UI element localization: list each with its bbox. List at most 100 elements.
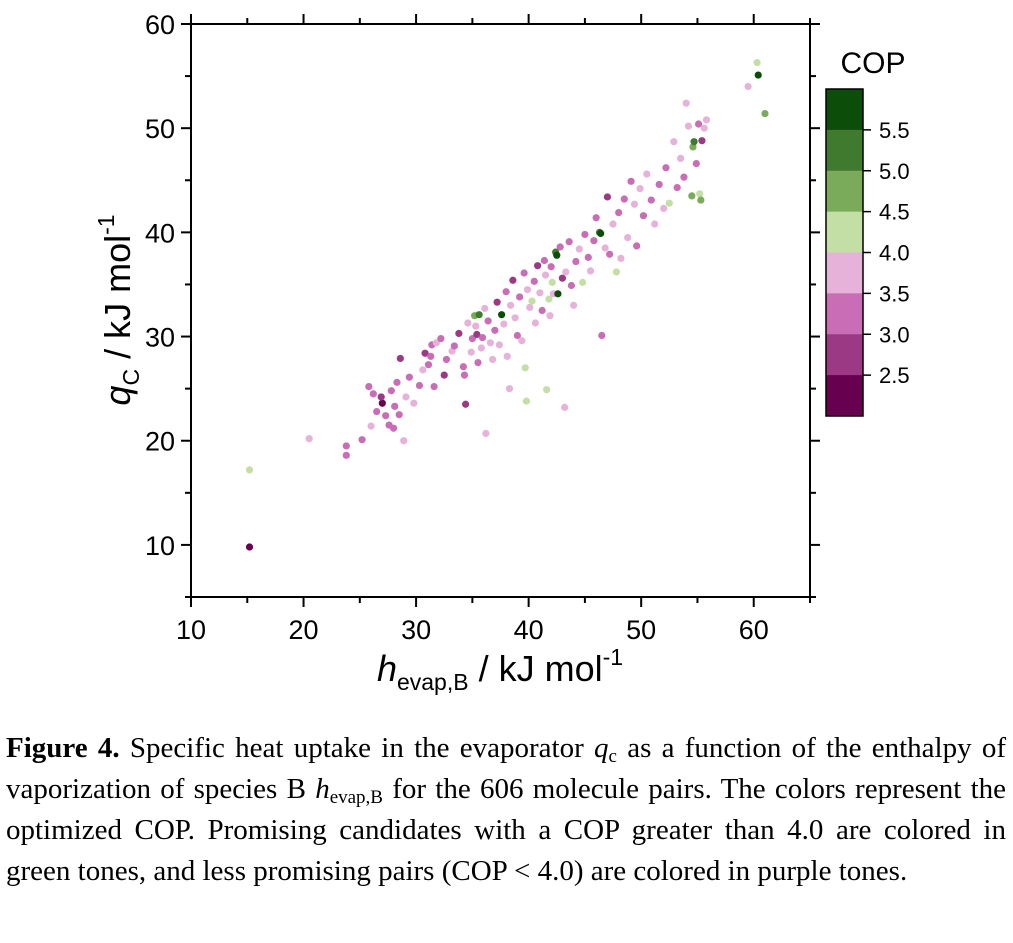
data-point <box>603 193 612 201</box>
data-point <box>655 180 663 189</box>
data-point <box>553 251 561 259</box>
y-tick-label: 20 <box>145 427 175 457</box>
data-point <box>474 358 482 367</box>
data-point <box>481 304 489 313</box>
colorbar-segment <box>826 375 863 417</box>
data-point <box>387 387 395 395</box>
data-point <box>579 278 587 286</box>
colorbar-segment <box>826 170 863 213</box>
data-point <box>450 342 458 350</box>
data-point <box>754 71 762 79</box>
colorbar-segment <box>826 252 863 294</box>
data-point <box>502 288 510 296</box>
data-point <box>377 393 385 401</box>
data-point <box>491 326 499 334</box>
caption-var-h-sub: evap,B <box>329 787 383 808</box>
caption-text-1: Specific heat uptake in the evaporator <box>119 732 594 764</box>
data-point <box>530 277 538 285</box>
data-point <box>367 422 375 430</box>
colorbar-segment <box>826 334 863 376</box>
figure: 10 20 30 40 50 60 10 20 30 40 50 60 hevap,B / kJ m… <box>93 10 910 695</box>
data-point <box>391 402 399 410</box>
data-point <box>586 267 595 275</box>
data-point <box>526 303 534 311</box>
colorbar-label: 5.5 <box>879 118 910 143</box>
data-point <box>516 293 524 301</box>
data-point <box>373 407 381 416</box>
data-point <box>567 281 576 290</box>
y-tick-label: 10 <box>145 531 175 561</box>
data-point <box>455 329 463 338</box>
colorbar-label: 4.5 <box>879 200 910 225</box>
data-point <box>523 286 532 294</box>
data-point <box>597 229 605 238</box>
caption-var-h: h <box>315 773 330 805</box>
data-point <box>662 164 670 172</box>
data-point <box>660 204 668 213</box>
data-point <box>522 397 530 405</box>
data-point <box>581 230 589 239</box>
data-point <box>536 289 544 297</box>
data-point <box>639 212 648 220</box>
data-point <box>396 354 404 363</box>
data-point <box>617 254 625 263</box>
data-point <box>482 429 490 438</box>
data-point <box>700 124 708 132</box>
data-point <box>245 466 254 474</box>
data-point <box>459 363 467 371</box>
data-point <box>464 319 472 327</box>
data-point <box>389 424 398 432</box>
data-point <box>761 109 769 118</box>
caption-var-q: q <box>594 732 609 764</box>
data-point <box>467 348 475 356</box>
x-axis-label: hevap,B / kJ mol-1 <box>377 644 623 695</box>
data-point <box>400 437 408 445</box>
data-point <box>572 257 580 266</box>
data-point <box>305 435 313 443</box>
data-point <box>696 190 704 198</box>
data-point <box>528 297 536 305</box>
colorbar-segment <box>826 211 863 253</box>
data-point <box>507 301 515 309</box>
data-point <box>565 238 573 246</box>
data-point <box>673 183 681 192</box>
caption-label: Figure 4. <box>6 732 120 764</box>
y-axis-label: qC / kJ mol-1 <box>93 214 144 405</box>
plot-frame <box>190 23 811 598</box>
data-point <box>245 543 254 551</box>
data-point <box>531 319 539 327</box>
data-point <box>521 364 529 372</box>
data-point <box>513 331 521 340</box>
data-point <box>548 278 556 286</box>
data-point <box>609 220 617 228</box>
data-point <box>670 138 678 146</box>
data-point <box>682 99 690 107</box>
data-point <box>342 442 350 450</box>
figure-caption: Figure 4. Specific heat uptake in the ev… <box>6 728 1006 892</box>
data-point <box>630 200 639 208</box>
data-point <box>534 262 542 270</box>
data-point <box>538 306 546 315</box>
colorbar-segment <box>826 89 863 131</box>
data-point <box>489 355 497 364</box>
colorbar-segment <box>826 129 863 172</box>
data-point <box>495 341 503 349</box>
data-point <box>493 298 501 306</box>
data-point <box>518 337 526 345</box>
data-points <box>245 58 769 551</box>
data-point <box>643 170 651 178</box>
data-point <box>702 116 711 124</box>
data-point <box>442 355 451 364</box>
data-point <box>598 331 606 340</box>
data-point <box>382 412 390 420</box>
colorbar-label: 5.0 <box>879 159 910 184</box>
data-point <box>475 311 483 319</box>
data-point <box>545 295 553 303</box>
data-point <box>636 185 644 193</box>
data-point <box>541 271 550 279</box>
data-point <box>440 371 448 379</box>
data-point <box>472 322 480 330</box>
data-point <box>697 196 705 204</box>
data-point <box>365 382 373 391</box>
data-point <box>627 177 635 185</box>
